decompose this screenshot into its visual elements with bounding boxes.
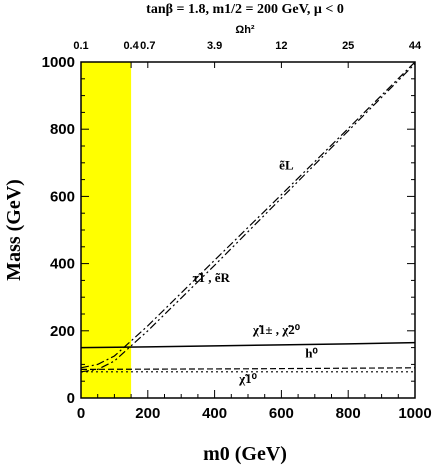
y-tick-label: 1000	[42, 54, 75, 71]
y-axis-label: Mass (GeV)	[3, 179, 25, 281]
y-tick-label: 0	[67, 390, 75, 407]
x-tick-label: 0	[77, 405, 85, 422]
curve-label: τ̃1 , ẽR	[193, 270, 231, 285]
curve-label: χ̃1⁰	[238, 371, 258, 386]
series-line	[80, 367, 416, 370]
x-tick-label: 200	[135, 405, 160, 422]
series-line	[80, 61, 416, 369]
y-tick-label: 600	[50, 188, 75, 205]
y-tick-label: 200	[50, 323, 75, 340]
top-tick-label: 12	[275, 40, 287, 52]
x-tick-label: 800	[336, 405, 361, 422]
curve-label: ẽL	[279, 158, 294, 173]
top-tick-label: 0.7	[140, 40, 155, 52]
series-line	[80, 63, 416, 373]
series-line	[80, 341, 416, 349]
top-tick-label: 3.9	[207, 40, 222, 52]
x-tick-label: 400	[202, 405, 227, 422]
y-tick-label: 400	[50, 256, 75, 273]
top-axis-label: Ωh²	[235, 24, 255, 36]
shaded-region	[81, 62, 132, 398]
curve-label: h⁰	[305, 346, 318, 361]
y-tick-label: 800	[50, 121, 75, 138]
x-axis-label: m0 (GeV)	[203, 443, 287, 465]
chart-title: tanβ = 1.8, m1/2 = 200 GeV, μ < 0	[146, 2, 344, 17]
plot-area: 0.1 0.4 0.7 3.9 12 25 44 0 200 400 600 800 1000 0 200 4…	[42, 40, 432, 422]
top-tick-label: 25	[342, 40, 354, 52]
x-tick-label: 1000	[398, 405, 431, 422]
x-tick-label: 600	[269, 405, 294, 422]
top-tick-label: 44	[409, 40, 422, 52]
top-tick-label: 0.1	[73, 40, 88, 52]
top-tick-label: 0.4	[123, 40, 139, 52]
curve-label: χ̃1± , χ̃2⁰	[252, 322, 301, 337]
